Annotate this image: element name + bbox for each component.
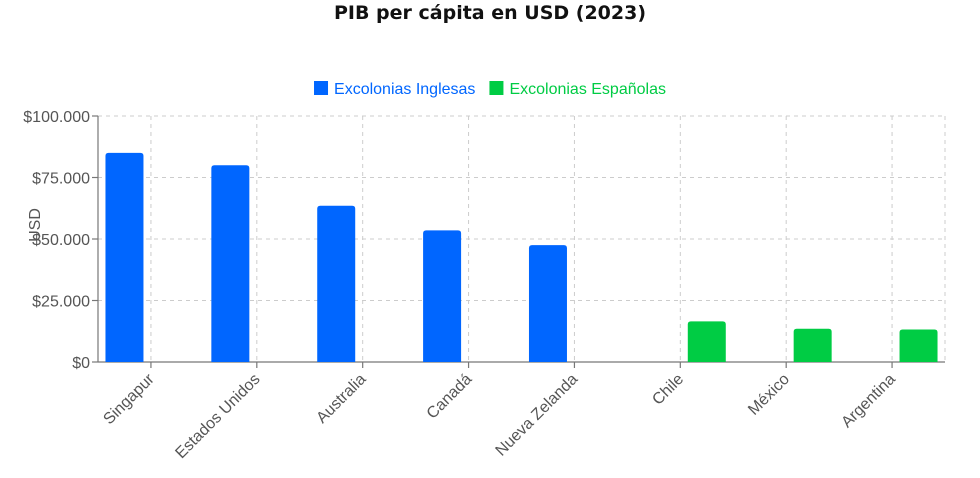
x-tick-label: Estados Unidos <box>172 371 263 462</box>
y-tick-label: $75.000 <box>32 171 90 188</box>
legend: Excolonias Inglesas Excolonias Españolas <box>314 81 666 98</box>
bar-nueva-zelanda <box>528 245 567 362</box>
y-tick-label: $0 <box>72 355 90 372</box>
legend-swatch <box>314 81 329 95</box>
y-axis-label: USD <box>27 208 44 242</box>
legend-swatch <box>489 81 504 95</box>
chart-title: PIB per cápita en USD (2023) <box>333 2 647 24</box>
tick-layer: $0 $25.000 $50.000 $75.000 $100.000 Singapur E… <box>23 109 899 462</box>
bar-australia <box>317 205 356 362</box>
bar-argentina <box>899 329 938 362</box>
x-tick-label: Nueva Zelanda <box>493 371 582 460</box>
bar-singapur <box>105 152 144 362</box>
legend-label: Excolonias Españolas <box>509 81 666 98</box>
x-tick-label: Singapur <box>100 370 158 428</box>
y-tick-label: $50.000 <box>32 232 90 249</box>
bar-canadá <box>423 230 462 362</box>
x-tick-label: Argentina <box>838 371 899 432</box>
x-tick-label: Australia <box>313 371 369 427</box>
x-tick-label: México <box>745 371 793 419</box>
bar-estados-unidos <box>211 165 250 362</box>
legend-label: Excolonias Inglesas <box>334 81 475 98</box>
grid-layer <box>98 115 946 362</box>
bar-chile <box>687 321 726 362</box>
x-tick-label: Chile <box>649 371 687 409</box>
x-tick-label: Canadá <box>424 371 476 423</box>
y-tick-label: $25.000 <box>32 294 90 311</box>
y-tick-label: $100.000 <box>23 109 90 126</box>
bar-layer <box>105 152 938 362</box>
bar-méxico <box>793 328 832 362</box>
